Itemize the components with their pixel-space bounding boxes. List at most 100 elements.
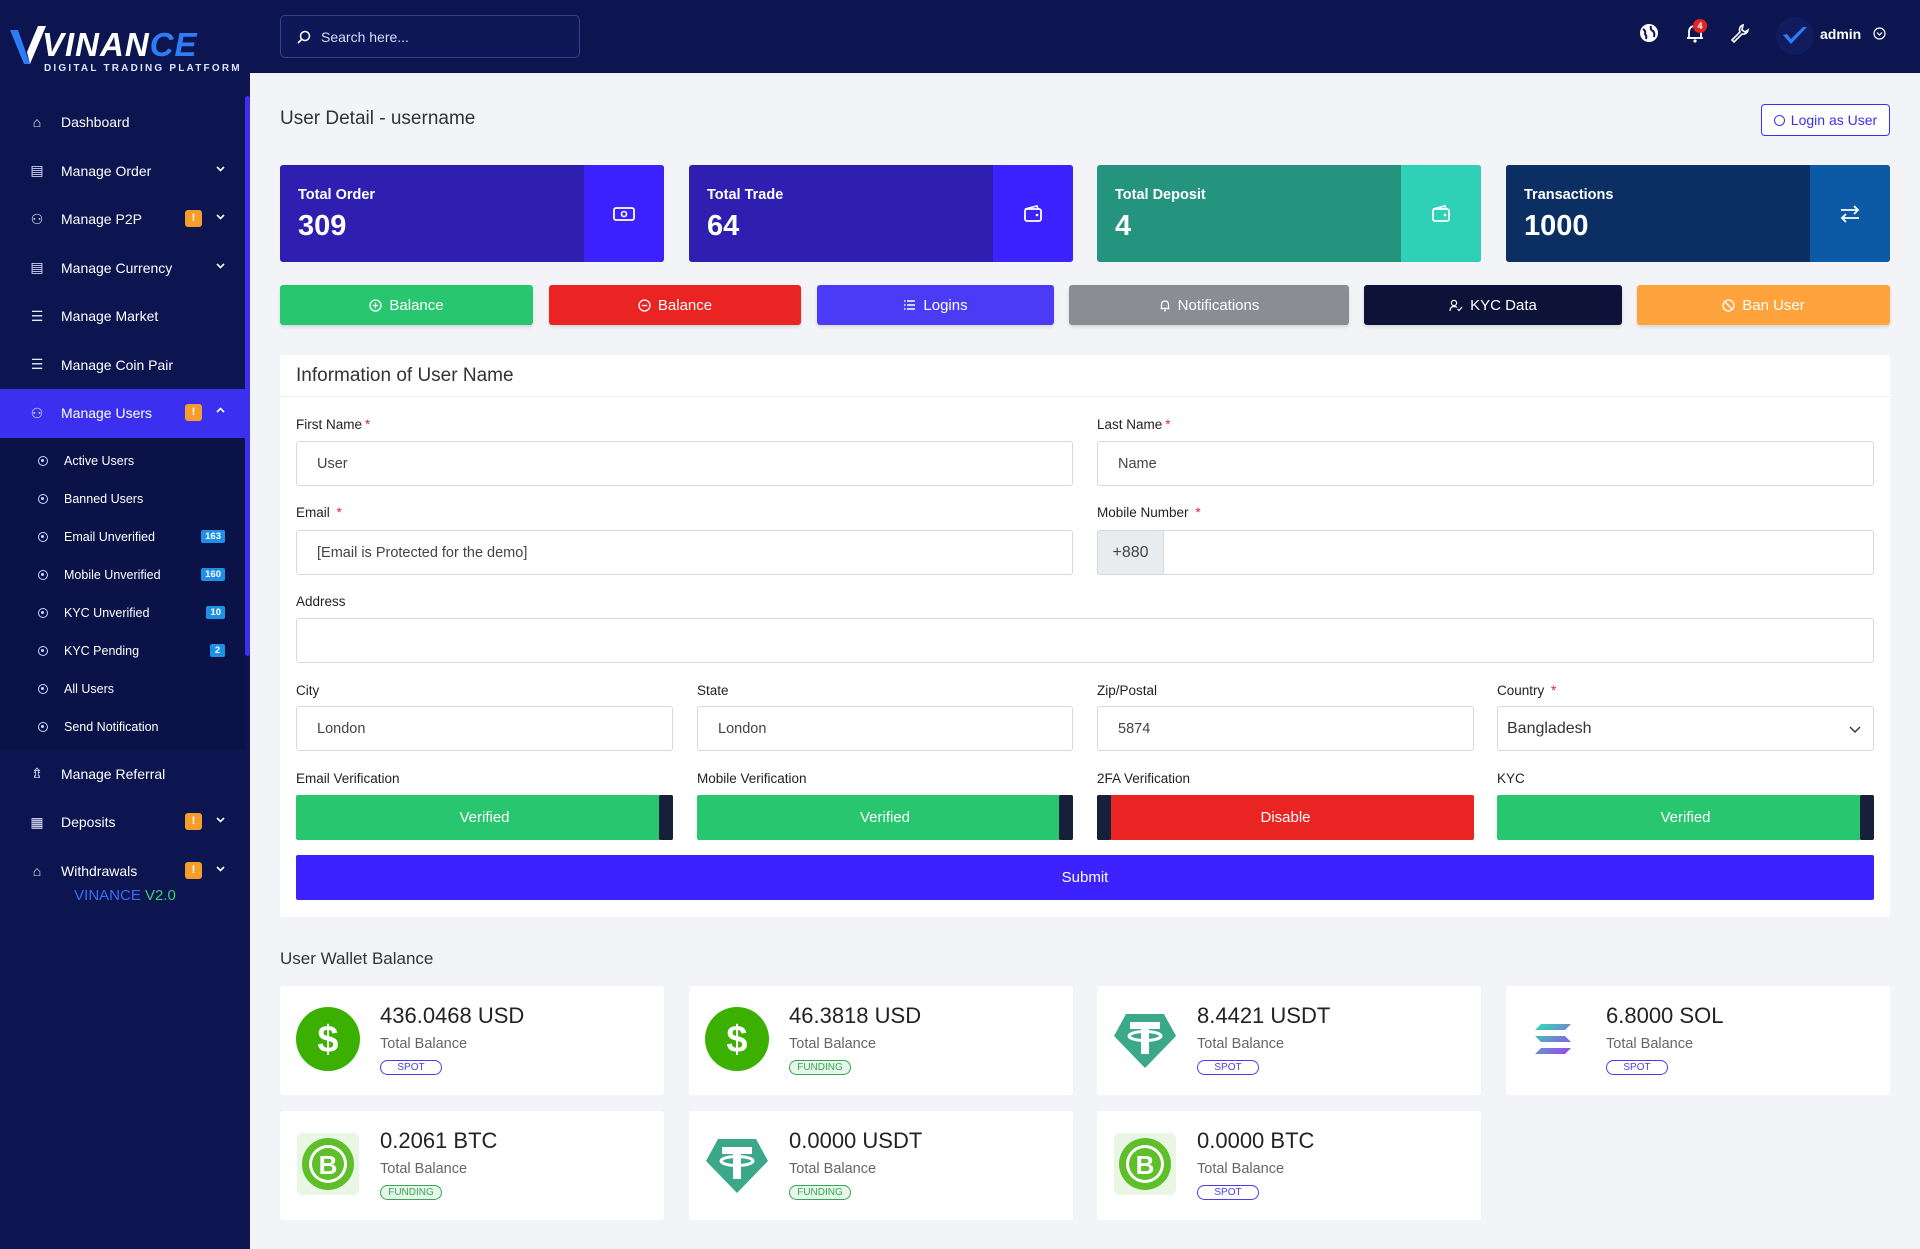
address-input[interactable]: [296, 618, 1874, 663]
admin-name[interactable]: admin: [1820, 26, 1862, 42]
list-icon: ☰: [30, 307, 44, 324]
zip-label: Zip/Postal: [1097, 683, 1158, 698]
list-icon: ☰: [30, 356, 44, 373]
ban-icon: [1722, 298, 1735, 312]
zip-input[interactable]: [1097, 706, 1474, 751]
ban-user-button[interactable]: Ban User: [1637, 285, 1890, 325]
last-name-input[interactable]: [1097, 441, 1874, 486]
toggle-state-label: Disable: [1260, 809, 1311, 826]
sidebar-item-manage-order[interactable]: ▤ Manage Order: [0, 147, 245, 196]
wallet-card: 6.8000 SOL Total Balance SPOT: [1506, 986, 1890, 1095]
usd-coin-icon: $: [295, 1006, 361, 1072]
chevron-down-circle-icon[interactable]: [1873, 27, 1886, 40]
stat-label: Total Deposit: [1115, 187, 1206, 203]
submenu-item-kyc-unverified[interactable]: KYC Unverified 10: [0, 594, 245, 632]
subtract-balance-button[interactable]: Balance: [549, 285, 801, 325]
submenu-label: All Users: [64, 681, 115, 696]
submenu-item-all-users[interactable]: All Users: [0, 670, 245, 708]
email-input[interactable]: [296, 530, 1073, 575]
user-check-icon: [1449, 299, 1463, 312]
home-icon: ⌂: [32, 114, 42, 131]
kyc-data-button[interactable]: KYC Data: [1364, 285, 1622, 325]
mobile-verification-toggle[interactable]: Verified: [697, 795, 1073, 840]
wallet-total-label: Total Balance: [380, 1036, 468, 1052]
sidebar-item-manage-coin-pair[interactable]: ☰ Manage Coin Pair: [0, 341, 245, 390]
city-label: City: [296, 683, 320, 698]
wallet-total-label: Total Balance: [789, 1036, 877, 1052]
sidebar-item-withdrawals[interactable]: ⌂ Withdrawals!: [0, 847, 245, 896]
wallet-icon: [1401, 165, 1481, 262]
submenu-item-banned-users[interactable]: Banned Users: [0, 480, 245, 518]
search-input[interactable]: [321, 28, 561, 45]
wallet-amount: 6.8000 SOL: [1606, 1003, 1724, 1028]
login-as-user-button[interactable]: Login as User: [1761, 104, 1890, 136]
state-input[interactable]: [697, 706, 1073, 751]
button-label: Balance: [657, 296, 713, 314]
globe-icon[interactable]: [1638, 22, 1660, 44]
logo[interactable]: VINANCE DIGITAL TRADING PLATFORM: [0, 0, 250, 74]
toggle-knob[interactable]: [659, 795, 673, 840]
avatar[interactable]: [1776, 17, 1814, 55]
mobile-input[interactable]: [1163, 530, 1874, 575]
city-input[interactable]: [296, 706, 673, 751]
chevron-down-icon: [1849, 726, 1861, 733]
submit-button[interactable]: Submit: [296, 855, 1874, 900]
sidebar-item-deposits[interactable]: ▦ Deposits!: [0, 798, 245, 847]
bch-coin-icon: B: [1112, 1131, 1178, 1197]
count-badge: 10: [206, 605, 225, 619]
stat-value: 64: [707, 210, 740, 242]
sidebar-item-dashboard[interactable]: ⌂ Dashboard: [0, 98, 245, 147]
submenu-item-send-notification[interactable]: Send Notification: [0, 708, 245, 746]
submenu-item-email-unverified[interactable]: Email Unverified 163: [0, 518, 245, 556]
users-icon: ⚇: [30, 210, 44, 227]
sidebar-item-manage-market[interactable]: ☰ Manage Market: [0, 292, 245, 341]
toggle-knob[interactable]: [1860, 795, 1874, 840]
chevron-down-icon: [216, 165, 225, 172]
sidebar-item-manage-p2p[interactable]: ⚇ Manage P2P!: [0, 195, 245, 244]
sidebar-item-manage-referral[interactable]: ⇯ Manage Referral: [0, 750, 245, 799]
svg-text:B: B: [319, 1150, 338, 1180]
submenu-item-active-users[interactable]: Active Users: [0, 442, 245, 480]
sidebar-scrollbar[interactable]: [245, 96, 250, 656]
sidebar-item-manage-currency[interactable]: ▤ Manage Currency: [0, 244, 245, 293]
wallet-card: B 0.0000 BTC Total Balance SPOT: [1097, 1111, 1481, 1220]
notifications-button[interactable]: Notifications: [1069, 285, 1349, 325]
count-badge: 160: [201, 567, 225, 581]
country-select[interactable]: Bangladesh: [1497, 706, 1874, 751]
logins-button[interactable]: Logins: [817, 285, 1054, 325]
add-balance-button[interactable]: Balance: [280, 285, 533, 325]
submenu-item-mobile-unverified[interactable]: Mobile Unverified 160: [0, 556, 245, 594]
wrench-icon[interactable]: [1729, 22, 1751, 44]
stat-card-total-order[interactable]: Total Order 309: [280, 165, 664, 262]
wallet-amount: 0.0000 USDT: [789, 1128, 923, 1153]
wallet-amount: 46.3818 USD: [789, 1003, 922, 1028]
submenu-label: Banned Users: [64, 491, 144, 506]
sidebar-nav: ⌂ Dashboard ▤ Manage Order ⚇ Manage P2P! ▤ Mana…: [0, 98, 245, 895]
sidebar-item-manage-users[interactable]: ⚇ Manage Users!: [0, 389, 245, 438]
stat-label: Total Order: [298, 187, 376, 203]
sidebar-item-label: Manage Order: [61, 162, 152, 179]
toggle-knob[interactable]: [1097, 795, 1111, 840]
sidebar: VINANCE DIGITAL TRADING PLATFORM ⌂ Dashbo…: [0, 0, 250, 1249]
wallet-amount: 8.4421 USDT: [1197, 1003, 1331, 1028]
kyc-toggle[interactable]: Verified: [1497, 795, 1874, 840]
submenu-label: Email Unverified: [64, 529, 156, 544]
email-verification-toggle[interactable]: Verified: [296, 795, 673, 840]
mobile-prefix: +880: [1097, 530, 1163, 575]
search-box[interactable]: [280, 15, 580, 58]
2fa-verification-toggle[interactable]: Disable: [1097, 795, 1474, 840]
stat-card-total-trade[interactable]: Total Trade 64: [689, 165, 1073, 262]
sidebar-item-label: Deposits: [61, 814, 116, 831]
toggle-label: Mobile Verification: [697, 771, 807, 786]
wallet-type-badge: FUNDING: [789, 1060, 851, 1075]
button-label: Logins: [923, 296, 968, 314]
submenu-label: Mobile Unverified: [64, 567, 161, 582]
card-heading: Information of User Name: [280, 355, 1890, 397]
toggle-knob[interactable]: [1059, 795, 1073, 840]
submenu-label: Active Users: [64, 453, 135, 468]
state-label: State: [697, 683, 729, 698]
stat-card-transactions[interactable]: Transactions 1000: [1506, 165, 1890, 262]
stat-card-total-deposit[interactable]: Total Deposit 4: [1097, 165, 1481, 262]
first-name-input[interactable]: [296, 441, 1073, 486]
submenu-item-kyc-pending[interactable]: KYC Pending 2: [0, 632, 245, 670]
